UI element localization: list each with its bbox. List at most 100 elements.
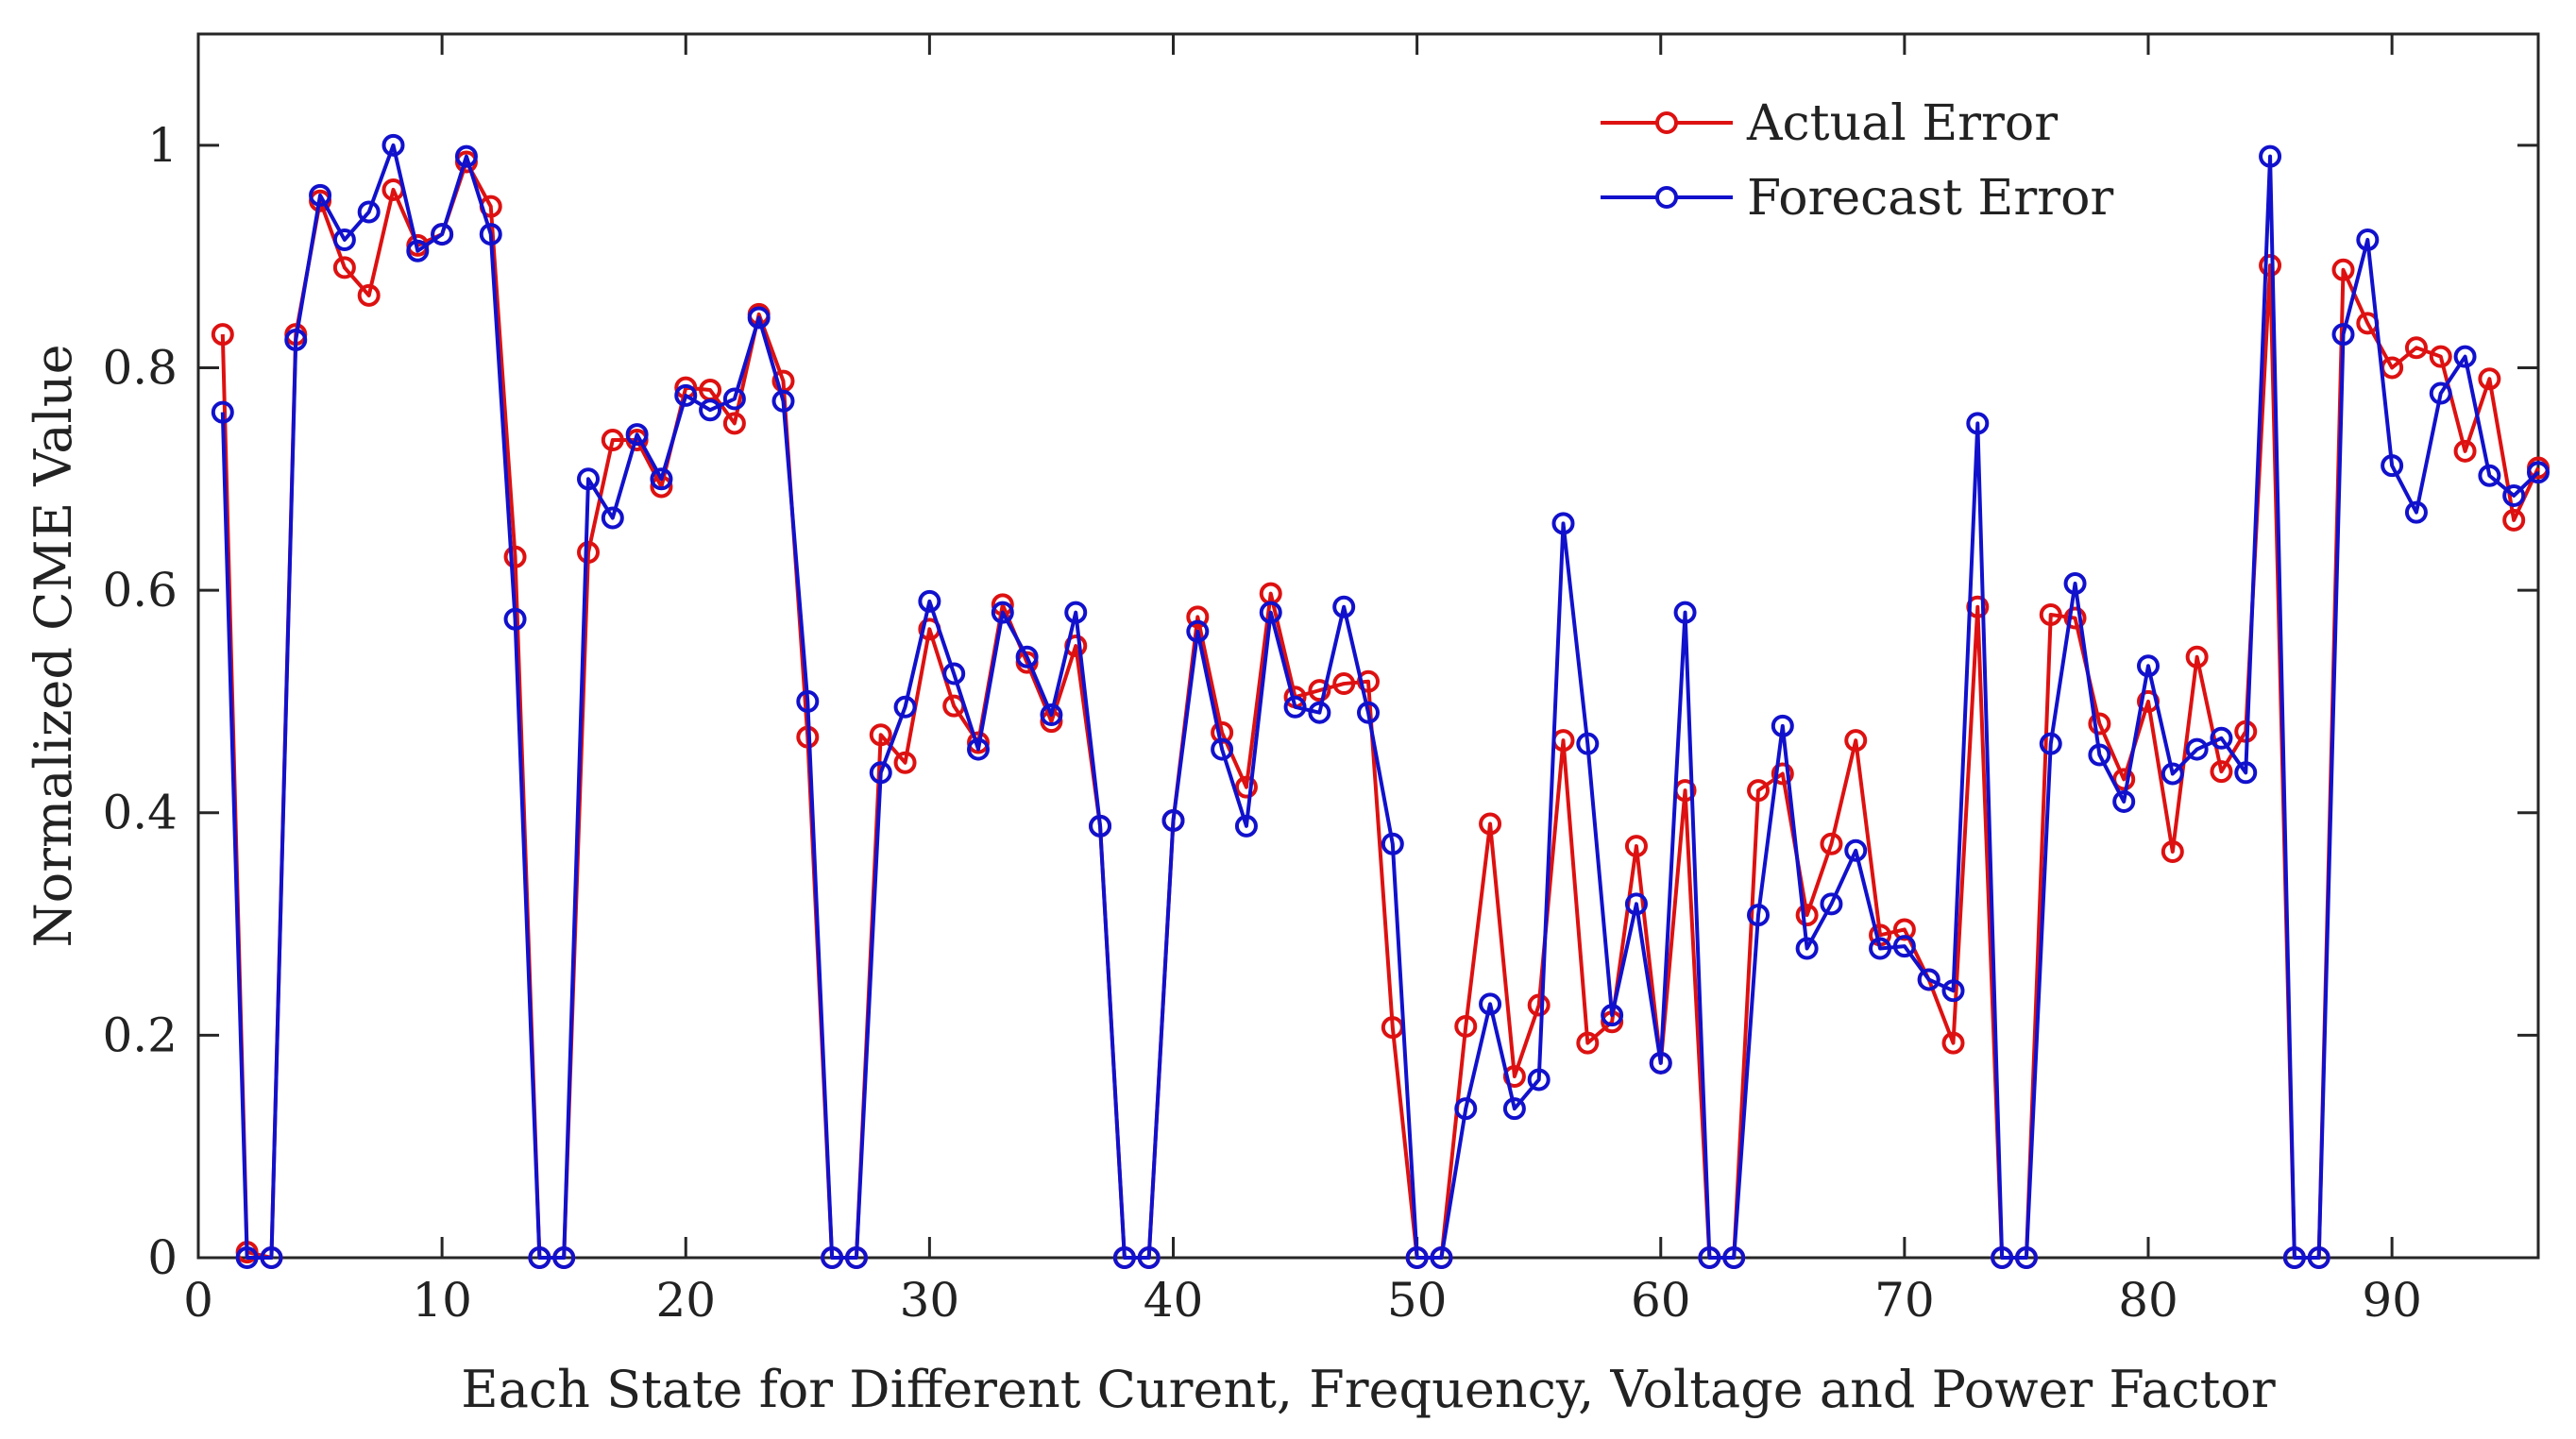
series-forecast-error (211, 133, 2550, 1269)
data-point-actual-error (2502, 508, 2526, 532)
x-axis-title: Each State for Different Curent, Frequen… (461, 1360, 2276, 1419)
y-tick-label: 0.2 (102, 1007, 178, 1062)
legend-label-forecast: Forecast Error (1747, 170, 2113, 227)
data-point-forecast-error (1186, 619, 1210, 643)
data-point-forecast-error (918, 589, 941, 613)
data-point-forecast-error (2063, 572, 2087, 596)
data-point-forecast-error (991, 601, 1014, 624)
series-layer (211, 133, 2550, 1269)
data-point-forecast-error (967, 737, 990, 761)
data-point-forecast-error (1844, 838, 1868, 862)
data-point-forecast-error (1283, 695, 1307, 719)
data-point-forecast-error (1308, 701, 1331, 724)
data-point-forecast-error (2137, 654, 2160, 678)
data-point-forecast-error (1381, 832, 1404, 855)
data-point-forecast-error (1015, 645, 1039, 669)
data-point-forecast-error (2381, 454, 2404, 478)
data-point-forecast-error (893, 695, 917, 719)
data-point-actual-error (1941, 1031, 1965, 1055)
data-point-forecast-error (454, 144, 478, 168)
data-point-forecast-error (1698, 1246, 1721, 1269)
data-point-forecast-error (1454, 1097, 1478, 1121)
data-point-actual-error (722, 412, 746, 435)
y-tick-label: 0.8 (102, 340, 178, 395)
data-point-forecast-error (722, 387, 746, 411)
data-point-forecast-error (2112, 789, 2136, 813)
data-point-forecast-error (1551, 512, 1575, 535)
data-point-forecast-error (2527, 461, 2550, 484)
data-point-actual-error (2161, 839, 2184, 863)
data-point-forecast-error (1332, 595, 1356, 618)
data-point-forecast-error (1722, 1246, 1746, 1269)
data-point-forecast-error (1211, 737, 1234, 761)
data-point-actual-error (2331, 258, 2355, 281)
data-point-actual-error (601, 429, 624, 452)
data-point-actual-error (2039, 603, 2062, 627)
data-point-forecast-error (2429, 381, 2452, 405)
data-point-actual-error (332, 256, 356, 279)
data-point-forecast-error (1064, 601, 1088, 624)
data-point-forecast-error (2502, 483, 2526, 507)
data-point-forecast-error (699, 398, 722, 422)
data-point-forecast-error (1795, 937, 1819, 960)
data-point-forecast-error (332, 228, 356, 251)
data-point-forecast-error (503, 607, 527, 631)
data-point-forecast-error (942, 662, 966, 686)
data-point-actual-error (1892, 918, 1916, 941)
data-point-forecast-error (2282, 1246, 2306, 1269)
data-point-forecast-error (2453, 345, 2477, 368)
data-point-actual-error (1624, 835, 1648, 858)
data-point-actual-error (1186, 605, 1210, 629)
data-point-forecast-error (2210, 726, 2233, 750)
x-tick-label: 20 (655, 1273, 716, 1328)
x-tick-label: 30 (900, 1273, 960, 1328)
y-tick-label: 0.4 (102, 786, 178, 840)
data-point-forecast-error (1966, 412, 1990, 435)
x-tick-label: 10 (412, 1273, 472, 1328)
data-point-forecast-error (357, 200, 381, 224)
data-point-forecast-error (821, 1246, 844, 1269)
data-point-actual-error (2210, 760, 2233, 784)
y-axis-title: Normalized CME Value (24, 344, 83, 947)
data-point-forecast-error (1089, 814, 1112, 838)
series-line-actual-error (220, 160, 2540, 1260)
data-point-actual-error (1357, 669, 1380, 693)
data-point-actual-error (1527, 993, 1551, 1017)
data-point-forecast-error (1892, 935, 1916, 958)
data-point-forecast-error (2234, 761, 2258, 785)
data-point-forecast-error (528, 1246, 551, 1269)
data-point-forecast-error (309, 183, 332, 207)
data-point-forecast-error (235, 1246, 259, 1269)
x-tick-label: 80 (2118, 1273, 2178, 1328)
data-point-forecast-error (1161, 808, 1185, 832)
data-point-forecast-error (1601, 1004, 1624, 1027)
data-point-actual-error (2453, 439, 2477, 463)
x-tick-label: 0 (183, 1273, 213, 1328)
data-point-forecast-error (1259, 601, 1282, 624)
data-point-forecast-error (1820, 892, 1843, 916)
data-point-forecast-error (431, 223, 454, 246)
data-point-forecast-error (1771, 714, 1794, 737)
data-point-forecast-error (2478, 464, 2501, 487)
data-point-forecast-error (1479, 992, 1502, 1016)
data-point-forecast-error (625, 423, 649, 447)
data-point-forecast-error (2088, 743, 2111, 767)
data-point-forecast-error (284, 329, 308, 351)
data-point-actual-error (2259, 254, 2282, 278)
data-point-forecast-error (577, 467, 600, 491)
data-point-forecast-error (1991, 1246, 2014, 1269)
data-point-actual-error (869, 723, 892, 747)
data-point-forecast-error (1502, 1097, 1526, 1121)
data-point-forecast-error (1869, 937, 1892, 960)
data-point-forecast-error (1576, 732, 1600, 755)
legend: Actual Error Forecast Error (1601, 95, 2113, 227)
y-tick-label: 1 (147, 118, 178, 173)
data-point-forecast-error (747, 306, 771, 330)
data-point-actual-error (1234, 775, 1258, 799)
data-point-forecast-error (1673, 601, 1697, 624)
data-point-actual-error (2478, 367, 2501, 391)
data-point-forecast-error (601, 506, 624, 530)
data-point-forecast-error (1649, 1051, 1672, 1075)
data-point-actual-error (1576, 1031, 1600, 1055)
